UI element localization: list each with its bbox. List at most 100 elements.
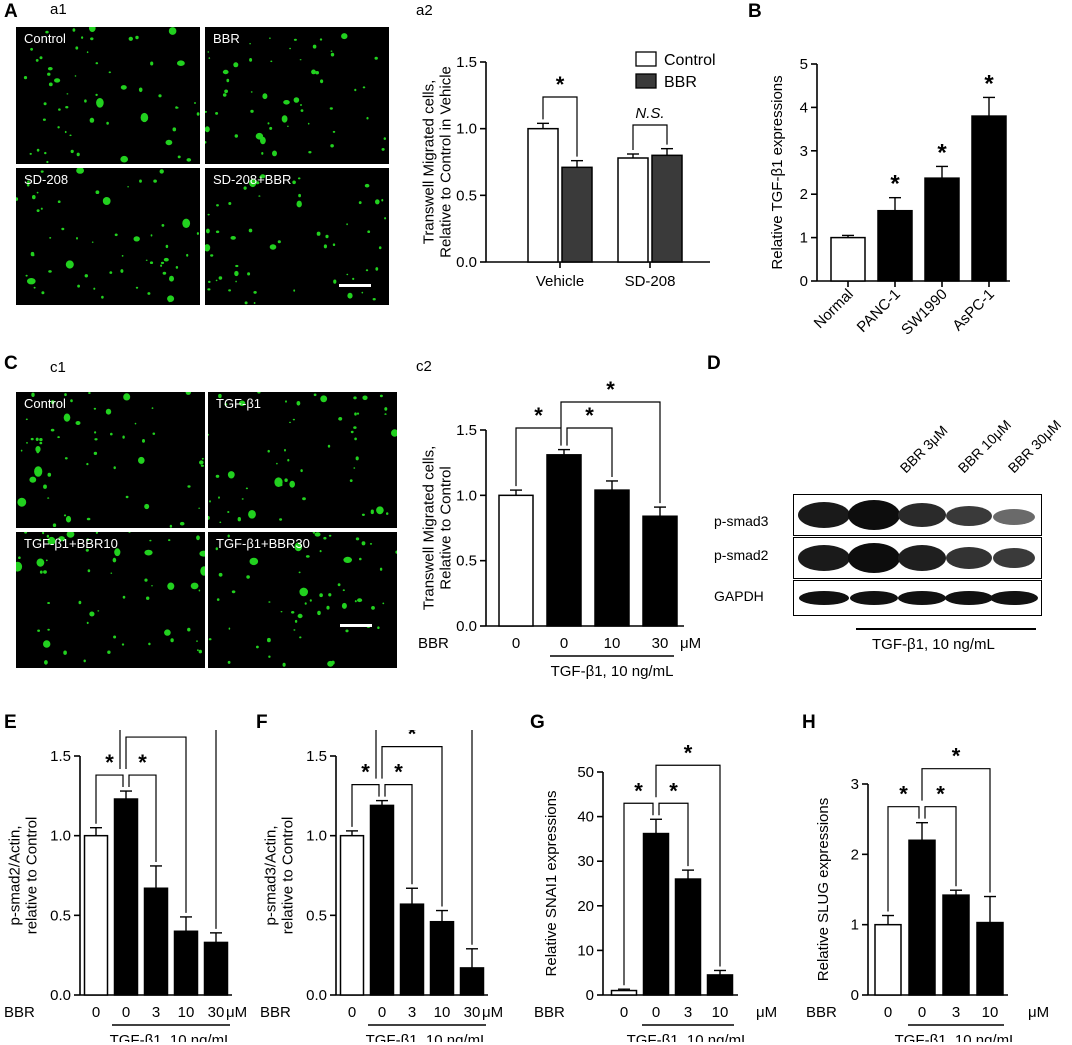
significance-label: * (152, 730, 161, 737)
y-axis-label: Relative TGF-β1 expressions (769, 75, 786, 269)
cell-dot (341, 33, 348, 40)
cell-dot (81, 36, 84, 39)
y-tick-label: 0.0 (50, 987, 71, 1004)
cell-dot (307, 122, 310, 125)
sub-label-c2: c2 (416, 358, 432, 375)
cell-dot (84, 274, 89, 278)
significance-label: * (952, 744, 961, 769)
cell-dot (142, 439, 145, 443)
cell-dot (345, 629, 349, 633)
cell-dot (292, 418, 295, 421)
y-tick-label: 0 (851, 987, 859, 1004)
micrograph-c-tgf-bbr10: TGF-β1+BBR10 (16, 532, 205, 668)
significance-label: * (361, 760, 370, 785)
scale-bar (339, 284, 371, 287)
cell-dot (76, 237, 78, 240)
cell-dot (72, 28, 76, 32)
cell-dot (270, 60, 273, 63)
cell-dot (226, 78, 230, 83)
cell-dot (353, 467, 356, 469)
cell-dot (246, 575, 250, 579)
cell-dot (205, 110, 207, 113)
cell-dot (222, 69, 229, 75)
cell-dot (196, 232, 199, 235)
cell-dot (120, 155, 128, 163)
significance-bracket (921, 768, 991, 893)
cell-dot (47, 628, 50, 631)
cell-dot (164, 629, 171, 636)
cell-dot (74, 75, 77, 77)
cell-dot (63, 650, 67, 655)
cell-dot (218, 572, 223, 577)
cell-dot (84, 99, 87, 103)
cell-dot (51, 400, 55, 405)
panel-label-h: H (802, 712, 816, 733)
cell-dot (227, 471, 235, 479)
cell-dot (361, 291, 364, 294)
significance-label: * (669, 778, 678, 803)
cell-dot (378, 246, 382, 250)
cell-dot (354, 437, 357, 441)
cell-dot (356, 412, 360, 415)
cell-dot (101, 295, 104, 299)
bar (203, 941, 229, 996)
significance-label: * (105, 750, 114, 775)
chart-c2: 0.0 0.5 1.0 1.5 Transwell Migrated cells, Rel… (418, 377, 701, 680)
cell-dot (374, 56, 378, 60)
cell-dot (93, 451, 98, 455)
cell-dot (135, 35, 139, 40)
x-unit-label: μM (680, 635, 701, 652)
blot-bands (798, 543, 1035, 573)
panel-label-a: A (4, 1, 18, 22)
y-tick-label: 1 (800, 230, 808, 247)
cell-dot (46, 534, 50, 538)
cell-dot (96, 98, 104, 108)
cell-dot (208, 515, 210, 520)
blot-strip-psmad2 (793, 537, 1042, 579)
cell-dot (354, 88, 357, 92)
micrograph-c-control: Control (16, 392, 205, 528)
significance-bracket (887, 806, 920, 912)
significance-bracket (623, 802, 654, 986)
cell-dot (259, 176, 262, 179)
panel-label-e: E (4, 712, 17, 733)
cell-dot (23, 76, 28, 80)
cell-dot (208, 57, 211, 59)
cell-dot (85, 548, 89, 552)
cell-dot (241, 498, 244, 500)
cell-dot (319, 593, 323, 598)
cell-dot (78, 600, 82, 605)
cell-dot (168, 300, 171, 303)
cell-dot (27, 278, 36, 285)
y-axis-label: Relative SLUG expressions (815, 798, 832, 981)
cell-dot (47, 602, 50, 604)
cell-dot (76, 168, 84, 174)
bar (561, 166, 593, 263)
cell-dot (89, 117, 95, 123)
cell-dot (357, 598, 363, 603)
bar (339, 834, 365, 996)
cell-dot (215, 547, 218, 551)
cell-dot (18, 556, 21, 559)
cell-dot (83, 659, 86, 663)
cell-dot (272, 150, 277, 157)
bar (113, 798, 139, 996)
cell-dot (257, 392, 261, 394)
significance-bracket (351, 784, 380, 827)
cell-dot (35, 446, 41, 453)
cell-dot (109, 271, 113, 274)
x-tick-label: 3 (408, 1004, 416, 1021)
x-tick-label: 0 (348, 1004, 356, 1021)
cell-dot (362, 86, 366, 89)
cell-dot (27, 180, 30, 184)
cell-dot (39, 56, 43, 60)
bar (527, 127, 559, 263)
cell-dot (224, 403, 228, 406)
y-axis-label: p-smad2/Actin, (7, 825, 24, 925)
cell-dot (268, 601, 271, 603)
cell-dot (375, 267, 379, 271)
significance-label: * (408, 730, 417, 747)
bar (830, 236, 866, 282)
cell-dot (63, 413, 71, 422)
cell-dot (114, 233, 118, 237)
